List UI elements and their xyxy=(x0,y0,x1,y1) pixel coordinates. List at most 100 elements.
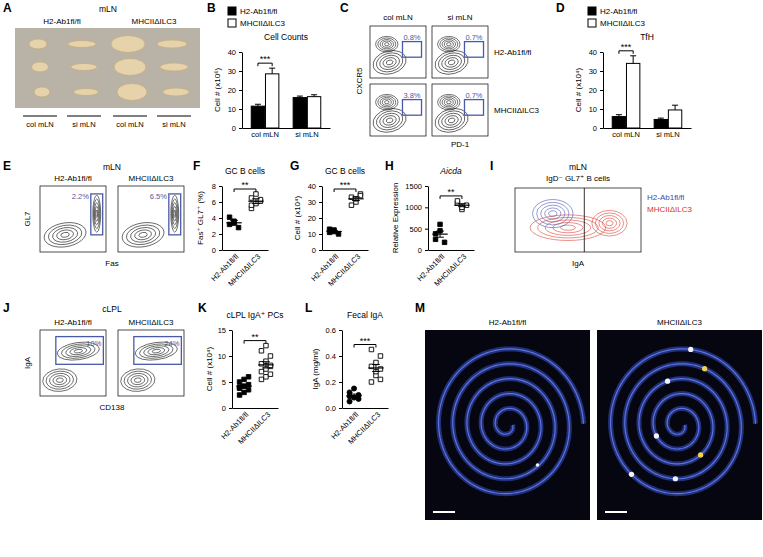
axis-line xyxy=(429,250,475,251)
gate xyxy=(56,337,104,365)
tick-label: 8 xyxy=(212,182,216,191)
tick-label: 10 xyxy=(308,230,316,239)
tick-label: 0.0 xyxy=(326,404,336,413)
gate xyxy=(402,42,421,58)
plot-frame xyxy=(432,84,488,136)
column-title: MHCIIΔILC3 xyxy=(657,318,702,327)
column-title: MHCIIΔILC3 xyxy=(129,318,174,327)
panel-letter: D xyxy=(556,1,565,15)
axis-line xyxy=(233,408,279,409)
flow-plot: 10% xyxy=(40,330,106,396)
chart-title: Aicda xyxy=(439,166,462,176)
contour xyxy=(171,195,179,232)
scale-bar xyxy=(605,511,627,513)
tick-mark xyxy=(239,128,242,129)
significance: *** xyxy=(340,180,351,190)
contour xyxy=(56,229,74,241)
tick: 8 xyxy=(212,182,222,191)
point xyxy=(264,343,268,347)
tick: 10 xyxy=(218,352,232,361)
contour xyxy=(172,203,177,225)
lymphoid-follicle xyxy=(665,379,670,384)
tick: 4 xyxy=(212,214,222,223)
gate-label: 6.5% xyxy=(150,192,167,201)
lymphoid-follicle xyxy=(673,476,678,481)
contour xyxy=(123,370,152,390)
point xyxy=(378,354,382,358)
tick-mark xyxy=(600,90,603,91)
tick: 10 xyxy=(308,230,322,239)
tick-mark xyxy=(219,186,222,187)
tick-mark xyxy=(339,408,342,409)
tick-mark xyxy=(425,186,428,187)
contour xyxy=(545,220,590,235)
contour xyxy=(602,218,616,228)
tick-label: 10 xyxy=(589,105,597,114)
tick: 6 xyxy=(212,198,222,207)
x-axis-title: IgA xyxy=(572,259,585,268)
gate xyxy=(91,194,103,235)
point xyxy=(237,393,241,397)
contour xyxy=(382,56,397,68)
tick-mark xyxy=(339,382,342,383)
dot-chart: 051015H2-Ab1fl/flMHCIIΔILC3cLPL IgA⁺ PCs… xyxy=(205,310,284,446)
tick-label: 0 xyxy=(222,404,226,413)
y-axis: 010203040 xyxy=(228,48,243,133)
axis-line xyxy=(243,128,331,129)
tick-label: 15 xyxy=(218,326,226,335)
contour xyxy=(96,210,98,217)
contour xyxy=(120,219,166,250)
flow-plot: 0.7% xyxy=(432,84,488,136)
error-bar xyxy=(265,362,266,368)
chart-title: Cell Counts xyxy=(264,32,308,42)
contour xyxy=(444,41,453,47)
panel-subtitle: IgD⁻ GL7⁺ B cells xyxy=(546,174,610,183)
contour xyxy=(374,50,405,75)
error-bar xyxy=(272,68,273,74)
contour xyxy=(61,232,70,238)
point xyxy=(259,369,263,373)
tick-mark xyxy=(219,250,222,251)
tick-label: 40 xyxy=(589,48,597,57)
error-bar xyxy=(234,220,235,225)
tick-label: 40 xyxy=(308,182,316,191)
bar-chart: 010203040col mLNsi mLNTfHCell # (x10⁴)H2… xyxy=(574,7,692,139)
error-cap xyxy=(436,231,444,232)
lymphoid-follicle xyxy=(536,463,540,467)
tick-label: 0.4 xyxy=(326,352,336,361)
tick-mark xyxy=(319,186,322,187)
tick-mark xyxy=(339,356,342,357)
error-cap xyxy=(672,105,678,106)
panel-letter: H xyxy=(385,159,394,173)
lymphoid-follicle xyxy=(629,472,634,477)
bar-chart: 010203040col mLNsi mLNCell CountsCell # … xyxy=(213,7,331,139)
y-axis: 02468 xyxy=(212,182,223,255)
point xyxy=(455,199,459,203)
error-bar xyxy=(633,56,634,64)
tick: 20 xyxy=(228,86,242,95)
tick-mark xyxy=(319,250,322,251)
column-label: col mLN xyxy=(26,120,54,129)
tick-mark xyxy=(239,52,242,53)
tick: 0.4 xyxy=(326,352,342,361)
tick: 40 xyxy=(228,48,242,57)
lymph-node xyxy=(71,64,97,71)
contour xyxy=(134,378,141,383)
contour xyxy=(606,221,613,226)
gate-label: 0.7% xyxy=(465,91,482,100)
lymphoid-follicle xyxy=(702,366,707,371)
error-bar xyxy=(440,231,441,237)
tick-mark xyxy=(600,109,603,110)
contour xyxy=(139,232,148,238)
contour xyxy=(599,216,620,231)
contour xyxy=(174,210,176,217)
contour xyxy=(436,108,467,133)
bar xyxy=(612,117,625,128)
error-cap xyxy=(658,118,664,119)
tick: 30 xyxy=(228,67,242,76)
contour xyxy=(374,108,405,133)
error-cap xyxy=(262,367,270,368)
tick-mark xyxy=(425,250,428,251)
gate xyxy=(464,42,483,58)
panel-title: mLN xyxy=(569,162,587,172)
